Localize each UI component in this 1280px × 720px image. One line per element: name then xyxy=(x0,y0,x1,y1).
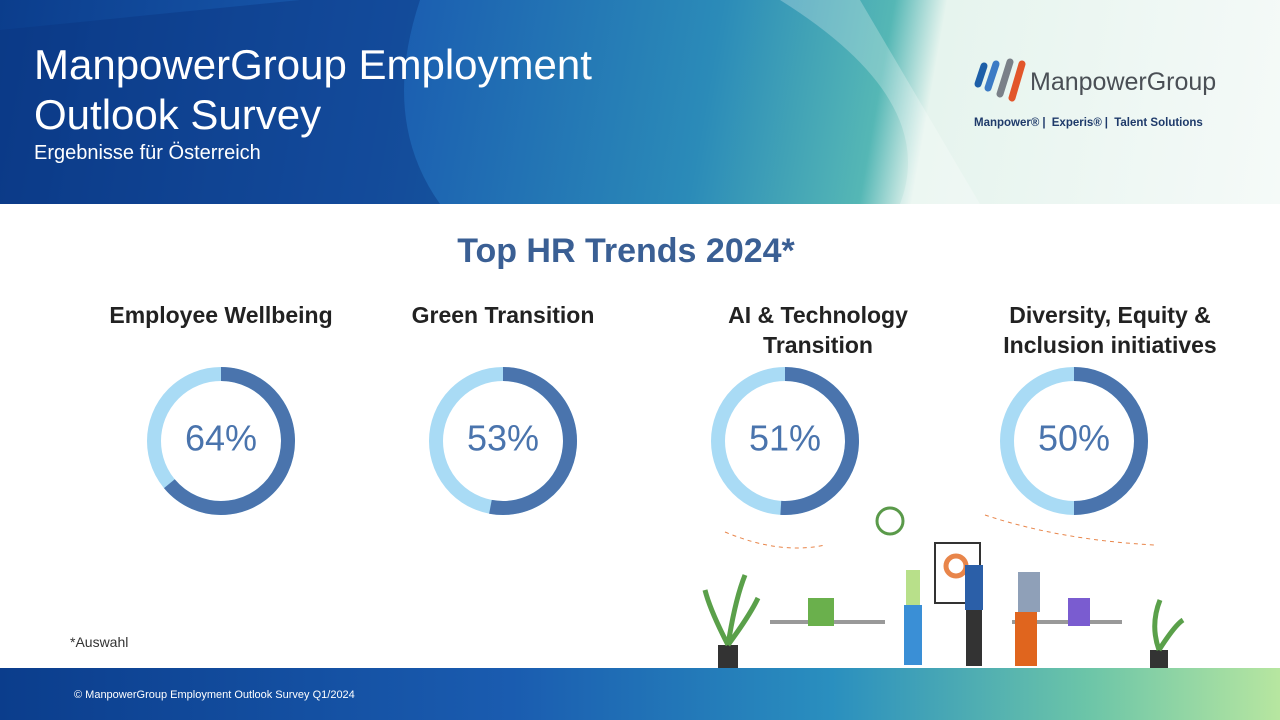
chart-title: Employee Wellbeing xyxy=(109,302,333,328)
chart-title: Diversity, Equity & Inclusion initiative… xyxy=(1003,302,1217,358)
brand: Experis® xyxy=(1051,117,1102,129)
footnote: *Auswahl xyxy=(70,634,129,650)
footer-text: © ManpowerGroup Employment Outlook Surve… xyxy=(74,689,355,701)
header-band xyxy=(0,0,1280,204)
chart-title: Green Transition xyxy=(411,302,595,328)
header-title: ManpowerGroup Employment Outlook Survey xyxy=(34,41,592,138)
value-label: 53% xyxy=(467,418,539,459)
donut-segment xyxy=(780,367,859,515)
chart-title: AI & Technology Transition xyxy=(728,302,908,358)
header-shapes xyxy=(0,0,980,204)
logo-icon xyxy=(974,58,1026,102)
header-subtitle: Ergebnisse für Österreich xyxy=(34,142,261,164)
donut-segment xyxy=(489,367,577,515)
value-label: 51% xyxy=(749,418,821,459)
value-label: 50% xyxy=(1038,418,1110,459)
heading: Top HR Trends 2024* xyxy=(457,232,795,270)
illustration xyxy=(702,506,1185,668)
donut-segment xyxy=(1073,367,1148,515)
value-label: 64% xyxy=(185,418,257,459)
brand: Talent Solutions xyxy=(1114,117,1203,129)
logo-text: ManpowerGroup xyxy=(1030,68,1217,96)
footer-band xyxy=(0,668,1280,720)
donut-segment xyxy=(163,367,295,515)
logo-brands: Manpower® | Experis® | Talent Solutions xyxy=(974,117,1203,129)
brand: Manpower® xyxy=(974,117,1040,129)
